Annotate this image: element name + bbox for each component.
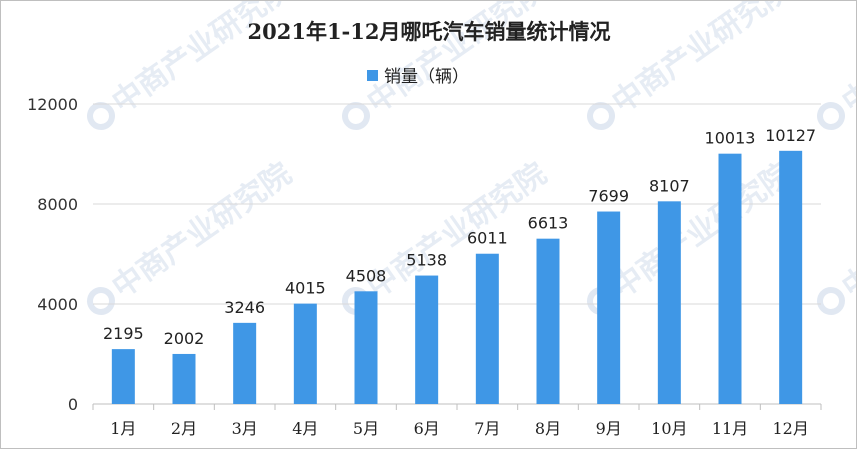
watermark-logo-icon: [817, 287, 845, 315]
bar: [597, 211, 621, 404]
y-tick-label: 0: [68, 395, 78, 414]
watermark-text: 中商产业研究院: [106, 156, 298, 305]
data-label: 8107: [649, 176, 690, 195]
watermark: 中商产业研究院: [587, 1, 798, 130]
data-label: 4015: [285, 279, 326, 298]
x-tick-label: 10月: [651, 419, 687, 438]
bar: [415, 275, 439, 404]
bars-group: [111, 150, 803, 404]
watermark-text: 中商产业研究院: [361, 156, 553, 305]
bar: [475, 253, 499, 404]
data-label: 6011: [467, 229, 508, 248]
watermark-logo-icon: [817, 102, 845, 130]
y-tick-label: 4000: [37, 295, 78, 314]
watermark-text: 中商产业研究院: [606, 156, 798, 305]
bar: [233, 322, 257, 404]
legend[interactable]: 销量（辆）: [367, 67, 469, 87]
x-tick-label: 12月: [772, 419, 808, 438]
data-labels: 2195 2002 3246 4015 4508 5138 6011 6613 7699 8107…: [103, 126, 816, 348]
y-tick-label: 8000: [37, 195, 78, 214]
data-label: 7699: [588, 187, 629, 206]
x-tick-label: 9月: [596, 419, 622, 438]
data-label: 4508: [346, 266, 387, 285]
bar: [718, 153, 742, 404]
data-label: 6613: [528, 214, 569, 233]
data-label: 10013: [705, 129, 756, 148]
x-tick-label: 11月: [712, 419, 748, 438]
data-label: 2002: [164, 329, 205, 348]
y-tick-label: 12000: [27, 95, 78, 114]
gridlines: [93, 103, 821, 405]
legend-swatch: [367, 70, 378, 81]
x-tick-label: 6月: [414, 419, 440, 438]
bar: [536, 238, 560, 404]
watermark-text: 中商产业研究院: [606, 1, 798, 120]
chart-title: 2021年1-12月哪吒汽车销量统计情况: [248, 19, 611, 44]
y-axis: 0 4000 8000 12000: [27, 95, 78, 414]
x-tick-label: 7月: [474, 419, 500, 438]
watermark-logo-icon: [87, 287, 115, 315]
watermark-logo-icon: [342, 102, 370, 130]
watermark-text: 中商产业研究院: [836, 156, 856, 305]
watermark: 中商产业研究院: [87, 156, 298, 315]
bar: [172, 353, 196, 404]
data-label: 10127: [765, 126, 816, 145]
legend-label: 销量（辆）: [384, 67, 469, 87]
bar: [293, 303, 317, 404]
watermark-text: 中商产业研究院: [836, 1, 856, 120]
data-label: 3246: [224, 298, 265, 317]
watermark-logo-icon: [587, 102, 615, 130]
x-tick-label: 4月: [292, 419, 318, 438]
data-label: 2195: [103, 324, 144, 343]
x-tick-label: 5月: [353, 419, 379, 438]
x-tick-label: 8月: [535, 419, 561, 438]
bar: [657, 201, 681, 404]
watermark-logo-icon: [87, 102, 115, 130]
x-tick-label: 2月: [171, 419, 197, 438]
data-label: 5138: [406, 251, 447, 270]
watermark: 中商产业研究院: [817, 1, 856, 130]
x-tick-label: 1月: [110, 419, 136, 438]
bar: [354, 291, 378, 404]
watermark: 中商产业研究院: [817, 156, 856, 315]
x-axis: 1月 2月 3月 4月 5月 6月 7月 8月 9月 10月 11月 12月: [92, 404, 822, 438]
bar: [111, 349, 135, 404]
x-tick-label: 3月: [232, 419, 258, 438]
bar: [779, 150, 803, 404]
